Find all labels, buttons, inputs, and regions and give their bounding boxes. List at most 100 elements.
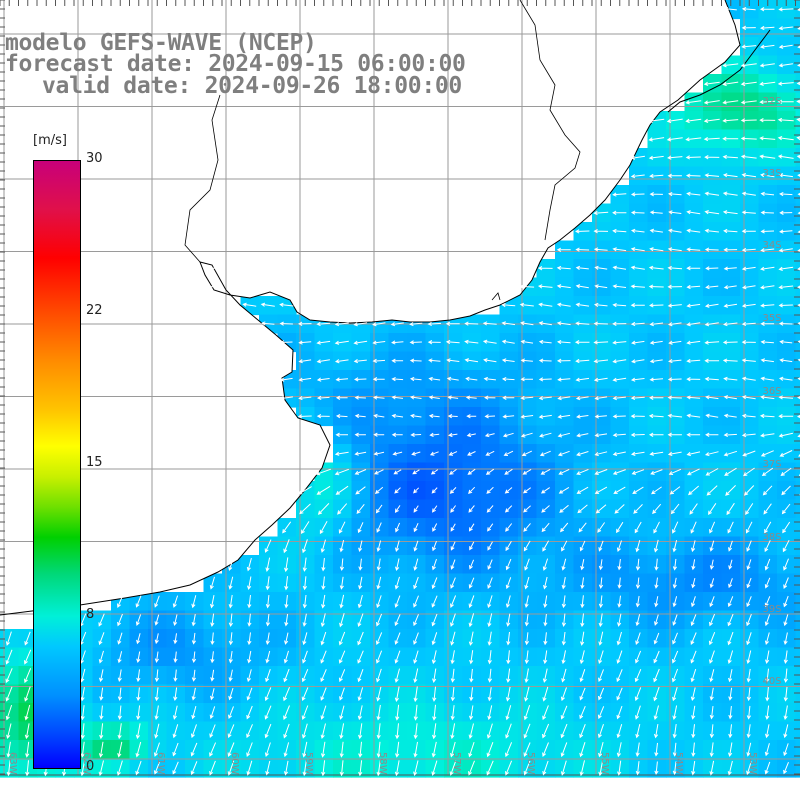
wind-arrow xyxy=(778,303,793,308)
wind-arrow xyxy=(394,576,400,590)
wind-arrow xyxy=(797,192,800,196)
wind-arrow xyxy=(561,595,566,609)
wind-arrow xyxy=(723,247,738,252)
wind-arrow xyxy=(301,669,309,683)
wind-arrow xyxy=(635,632,641,645)
wind-arrow xyxy=(759,154,776,159)
wind-arrow xyxy=(631,340,645,345)
wind-arrow xyxy=(669,486,681,495)
wind-arrow xyxy=(760,266,775,271)
wind-arrow xyxy=(283,760,289,776)
wind-arrow xyxy=(777,117,794,123)
wind-arrow xyxy=(728,687,733,701)
wind-arrow xyxy=(595,504,607,514)
lat-label: 39S xyxy=(762,604,781,615)
wind-arrow xyxy=(723,322,738,327)
wind-arrow xyxy=(302,576,308,591)
wind-arrow xyxy=(634,521,642,534)
wind-arrow xyxy=(413,632,419,645)
wind-arrow xyxy=(524,632,530,646)
wind-arrow xyxy=(667,395,682,400)
wind-arrow xyxy=(486,505,494,513)
wind-cell xyxy=(795,684,800,704)
wind-arrow xyxy=(598,631,604,646)
wind-arrow xyxy=(746,632,752,646)
wind-cell xyxy=(795,18,800,38)
wind-arrow xyxy=(283,687,290,702)
wind-arrow xyxy=(354,469,367,475)
wind-arrow xyxy=(685,173,701,178)
wind-arrow xyxy=(376,723,381,740)
wind-arrow xyxy=(538,339,552,345)
wind-arrow xyxy=(80,705,85,721)
wind-arrow xyxy=(616,742,622,758)
wind-arrow xyxy=(448,451,458,456)
wind-arrow xyxy=(264,723,272,739)
wind-arrow xyxy=(741,376,756,381)
wind-arrow xyxy=(432,723,437,740)
wind-arrow xyxy=(672,724,677,739)
wind-arrow xyxy=(358,540,363,553)
wind-arrow xyxy=(556,247,571,252)
wind-arrow xyxy=(357,705,363,721)
wind-arrow xyxy=(764,558,771,571)
wind-arrow xyxy=(523,540,531,552)
wind-arrow xyxy=(501,302,516,308)
wind-cell xyxy=(795,203,800,223)
wind-arrow xyxy=(612,192,627,197)
wind-arrow xyxy=(413,540,419,552)
wind-arrow xyxy=(468,577,475,589)
wind-arrow xyxy=(783,705,788,721)
colorbar-tick-15: 15 xyxy=(86,455,103,470)
wind-arrow xyxy=(691,761,696,776)
wind-arrow xyxy=(282,521,292,534)
coastline xyxy=(0,0,741,616)
wind-arrow xyxy=(316,377,330,382)
lat-label: 37S xyxy=(762,459,781,470)
wind-arrow xyxy=(686,377,701,382)
wind-arrow xyxy=(413,614,419,627)
wind-arrow xyxy=(465,376,478,381)
wind-arrow xyxy=(520,321,534,326)
wind-arrow xyxy=(630,155,645,160)
wind-arrow xyxy=(209,724,216,738)
wind-arrow xyxy=(635,742,640,757)
wind-arrow xyxy=(204,266,220,271)
wind-arrow xyxy=(372,340,386,345)
wind-arrow xyxy=(393,469,402,475)
wind-arrow xyxy=(135,723,141,740)
wind-arrow xyxy=(506,650,511,665)
wind-arrow xyxy=(690,521,697,534)
wind-arrow xyxy=(432,668,437,683)
wind-cell xyxy=(795,55,800,75)
wind-arrow xyxy=(395,704,400,721)
wind-arrow xyxy=(691,742,696,757)
wind-arrow xyxy=(576,414,589,419)
wind-arrow xyxy=(709,578,715,589)
wind-arrow xyxy=(743,485,755,496)
wind-arrow xyxy=(484,433,495,438)
wind-arrow xyxy=(741,229,756,234)
wind-arrow xyxy=(690,687,696,702)
wind-arrow xyxy=(797,358,800,362)
wind-arrow xyxy=(616,540,622,552)
wind-arrow xyxy=(373,413,385,418)
wind-arrow xyxy=(557,377,571,382)
wind-arrow xyxy=(265,557,271,572)
wind-arrow xyxy=(616,521,624,534)
wind-arrow xyxy=(523,705,531,721)
wind-arrow xyxy=(667,247,682,252)
wind-arrow xyxy=(391,395,404,400)
wind-arrow xyxy=(117,595,124,608)
wind-cell xyxy=(795,333,800,353)
wind-arrow xyxy=(561,668,567,683)
wind-arrow xyxy=(394,686,400,703)
wind-arrow xyxy=(210,613,215,627)
wind-arrow xyxy=(372,322,386,327)
wind-arrow xyxy=(80,668,86,683)
wind-arrow xyxy=(598,577,604,590)
wind-arrow xyxy=(746,614,752,627)
wind-arrow xyxy=(445,321,460,326)
land-mass xyxy=(0,0,740,615)
